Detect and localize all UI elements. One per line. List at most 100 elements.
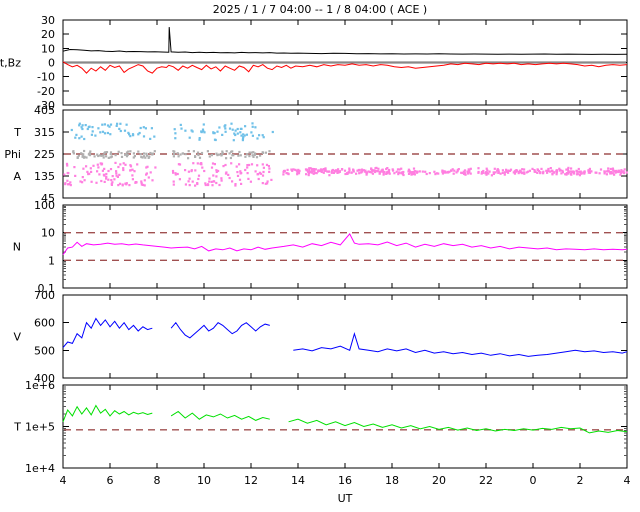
scatter-point [107, 178, 110, 181]
scatter-point [140, 183, 143, 186]
scatter-point [211, 184, 214, 187]
scatter-point [91, 126, 94, 129]
scatter-point [64, 183, 67, 186]
scatter-point [370, 167, 373, 170]
scatter-point [110, 182, 113, 185]
scatter-point [103, 174, 106, 177]
scatter-point [109, 156, 112, 159]
scatter-point [603, 170, 606, 173]
scatter-point [115, 172, 118, 175]
panel-label: N [13, 241, 21, 254]
scatter-point [256, 164, 259, 167]
scatter-point [177, 155, 180, 158]
scatter-point [220, 179, 223, 182]
scatter-point [397, 173, 400, 176]
scatter-point [428, 172, 431, 175]
scatter-point [188, 136, 191, 139]
scatter-point [132, 134, 135, 137]
scatter-point [410, 173, 413, 176]
scatter-point [595, 171, 598, 174]
scatter-point [197, 153, 200, 157]
scatter-point [523, 172, 526, 175]
scatter-point [268, 167, 271, 170]
scatter-point [371, 169, 374, 172]
scatter-point [145, 166, 148, 169]
scatter-point [248, 151, 251, 154]
scatter-point [463, 171, 466, 174]
panel-row-label: Phi [4, 148, 21, 161]
scatter-point [255, 156, 259, 159]
scatter-point [437, 172, 440, 175]
scatter-point [296, 173, 299, 176]
scatter-point [551, 169, 554, 172]
scatter-point [200, 162, 203, 165]
scatter-point [352, 170, 355, 173]
scatter-point [99, 131, 102, 134]
scatter-point [441, 170, 444, 173]
scatter-point [336, 170, 339, 173]
scatter-point [184, 153, 187, 156]
scatter-point [505, 170, 508, 173]
scatter-point [566, 168, 570, 171]
scatter-point [467, 168, 470, 171]
scatter-point [522, 171, 526, 174]
scatter-point [218, 183, 221, 187]
scatter-point [225, 150, 228, 153]
scatter-point [374, 169, 377, 172]
scatter-point [250, 151, 253, 154]
scatter-point [588, 167, 591, 170]
scatter-point [613, 170, 616, 173]
scatter-point [463, 169, 467, 172]
scatter-point [105, 155, 108, 158]
scatter-point [127, 131, 130, 134]
scatter-point [617, 170, 620, 174]
scatter-point [236, 171, 239, 174]
scatter-point [457, 168, 460, 171]
scatter-point [451, 168, 454, 171]
scatter-point [194, 169, 197, 172]
series-n [63, 234, 627, 255]
scatter-point [258, 171, 261, 174]
scatter-point [117, 150, 120, 153]
scatter-point [215, 175, 218, 178]
scatter-point [282, 169, 286, 173]
scatter-point [114, 154, 117, 157]
scatter-point [249, 180, 252, 183]
scatter-point [128, 184, 131, 187]
scatter-point [582, 171, 585, 174]
scatter-point [242, 133, 245, 136]
scatter-point [555, 173, 558, 176]
scatter-point [85, 156, 88, 159]
y-tick-label: -10 [37, 71, 55, 84]
y-tick-label: 400 [34, 372, 55, 385]
scatter-point [395, 170, 398, 173]
scatter-point [306, 170, 310, 173]
scatter-point [253, 153, 256, 156]
scatter-point [337, 168, 340, 171]
scatter-point [78, 122, 81, 125]
scatter-point [238, 178, 242, 181]
scatter-point [85, 165, 88, 168]
scatter-point [215, 181, 218, 185]
scatter-point [573, 172, 576, 175]
scatter-point [211, 162, 215, 165]
scatter-point [570, 167, 573, 170]
scatter-point [250, 163, 254, 166]
scatter-point [261, 182, 264, 185]
scatter-point [96, 153, 99, 156]
scatter-point [513, 172, 517, 175]
scatter-point [94, 134, 97, 137]
scatter-point [224, 124, 227, 127]
scatter-point [120, 155, 124, 158]
y-tick-label: 45 [41, 192, 55, 205]
scatter-point [145, 154, 149, 157]
scatter-point [251, 125, 254, 128]
scatter-point [138, 131, 141, 135]
scatter-point [115, 124, 118, 127]
scatter-point [191, 130, 194, 133]
scatter-point [469, 172, 472, 175]
scatter-point [203, 131, 206, 134]
scatter-point [227, 173, 230, 176]
scatter-point [213, 163, 216, 166]
scatter-point [172, 152, 176, 155]
